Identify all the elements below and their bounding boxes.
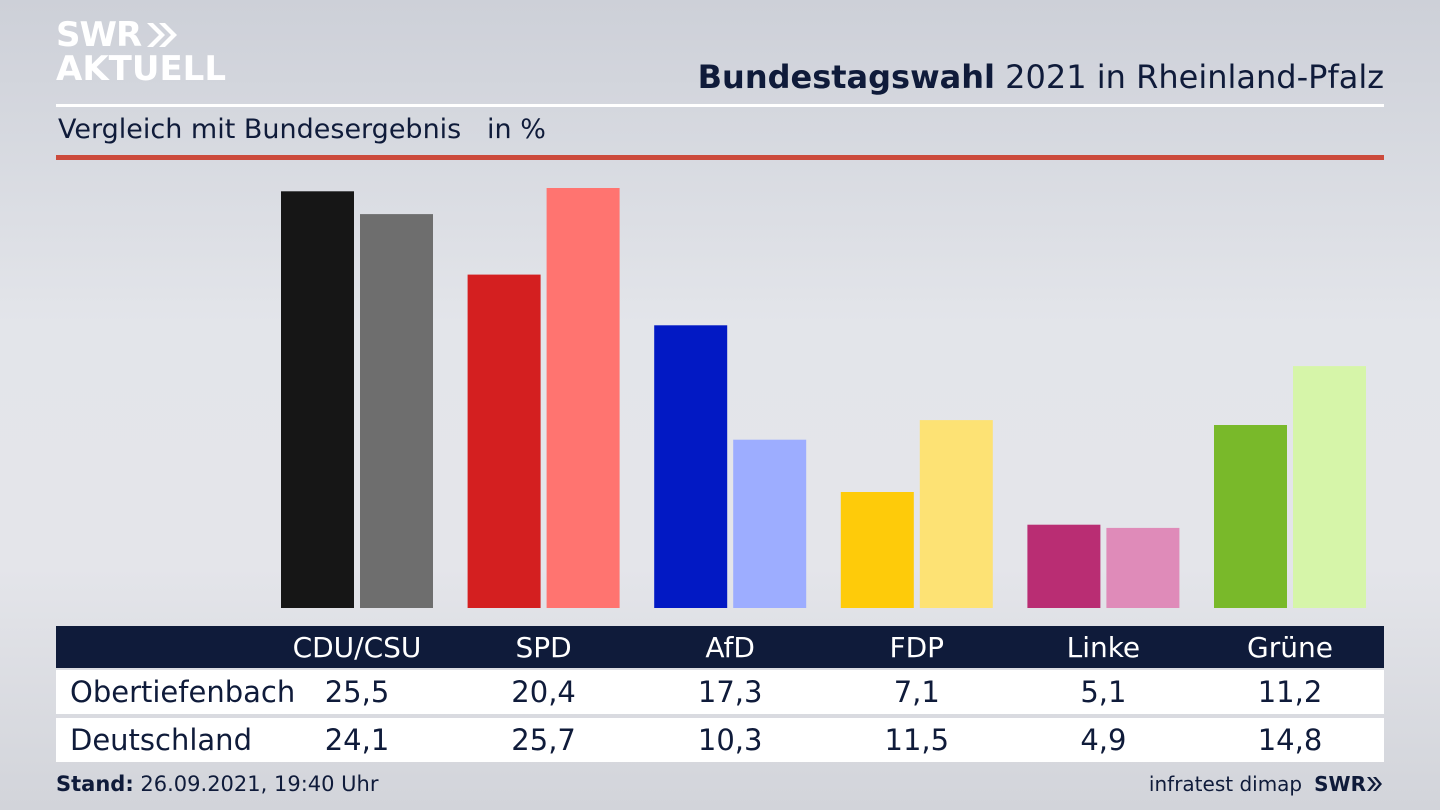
table-cell: 10,3	[697, 723, 763, 757]
stand-value: 26.09.2021, 19:40 Uhr	[133, 772, 379, 796]
page-title: Bundestagswahl 2021 in Rheinland-Pfalz	[698, 58, 1384, 96]
bar-cdu-csu-national	[360, 214, 433, 608]
bar-cdu-csu-local	[281, 191, 354, 609]
table-header-row: CDU/CSU SPD AfD FDP Linke Grüne	[56, 626, 1384, 668]
row-label: Obertiefenbach	[70, 675, 296, 709]
bar-afd-local	[654, 325, 728, 608]
bar-spd-national	[546, 188, 620, 608]
accent-divider	[56, 155, 1384, 160]
table-cell: 25,7	[511, 723, 576, 757]
bar-linke-local	[1027, 524, 1101, 608]
swr-brand: SWR	[1314, 772, 1384, 796]
table-cell: 24,1	[324, 723, 390, 757]
table-row: Obertiefenbach 25,5 20,4 17,3 7,1 5,1 11,2	[56, 670, 1384, 714]
bar-fdp-national	[919, 420, 993, 608]
bar-chart	[281, 188, 1366, 609]
table-cell: 11,5	[884, 723, 950, 757]
swr-brand-text: SWR	[1314, 772, 1366, 796]
double-chevron-icon	[147, 23, 178, 47]
table-row: Deutschland 24,1 25,7 10,3 11,5 4,9 14,8	[56, 718, 1384, 762]
column-header: AfD	[705, 630, 755, 664]
column-header: Linke	[1066, 630, 1141, 664]
logo-line1: SWR	[56, 15, 142, 55]
table-cell: 4,9	[1080, 723, 1127, 757]
title-rest: 2021 in Rheinland-Pfalz	[995, 58, 1384, 96]
column-header: CDU/CSU	[292, 630, 422, 664]
bar-gr-ne-national	[1293, 366, 1366, 608]
swr-aktuell-logo: SWR AKTUELL	[56, 18, 226, 86]
column-header: Grüne	[1247, 630, 1333, 664]
row-label: Deutschland	[70, 723, 252, 757]
table-cell: 7,1	[893, 675, 940, 709]
column-header: FDP	[889, 630, 945, 664]
bar-afd-national	[733, 439, 807, 608]
table-cell: 20,4	[511, 675, 576, 709]
bar-spd-local	[467, 274, 541, 608]
column-header: SPD	[515, 630, 572, 664]
title-bold: Bundestagswahl	[697, 58, 995, 96]
table-cell: 14,8	[1257, 723, 1323, 757]
bar-fdp-local	[840, 492, 914, 608]
table-cell: 5,1	[1080, 675, 1127, 709]
stand-label: Stand:	[56, 772, 134, 796]
subtitle: Vergleich mit Bundesergebnis in %	[58, 114, 546, 145]
bar-gr-ne-local	[1214, 425, 1287, 608]
timestamp: Stand: 26.09.2021, 19:40 Uhr	[56, 772, 379, 796]
source-credit: infratest dimap SWR	[1149, 772, 1384, 796]
double-chevron-icon	[1367, 777, 1382, 791]
bar-linke-national	[1106, 527, 1180, 608]
source-label: infratest dimap	[1148, 772, 1303, 796]
header-divider	[56, 104, 1384, 107]
table-cell: 25,5	[324, 675, 390, 709]
logo-line2: AKTUELL	[56, 49, 227, 89]
table-cell: 11,2	[1257, 675, 1323, 709]
table-cell: 17,3	[697, 675, 763, 709]
